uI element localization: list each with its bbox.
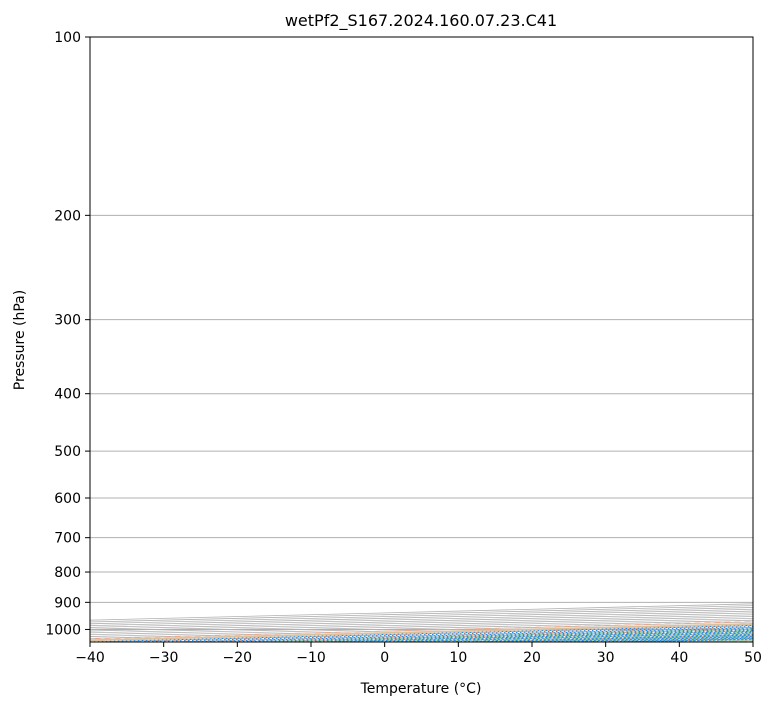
mixing-ratio-line [326, 630, 753, 642]
isotherm-line [90, 610, 753, 628]
x-tick-label: 10 [449, 650, 467, 666]
x-tick-label: −10 [296, 650, 326, 666]
x-tick-label: 50 [744, 650, 762, 666]
isotherm-line [531, 636, 753, 642]
isotherm-line [163, 627, 753, 642]
chart-title: wetPf2_S167.2024.160.07.23.C41 [285, 11, 557, 31]
isotherm-line [310, 630, 753, 642]
x-axis-label: Temperature (°C) [360, 681, 482, 697]
isotherm-line [90, 612, 753, 630]
y-tick-label: 100 [54, 30, 81, 46]
dry-adiabat-line [487, 634, 753, 642]
dry-adiabat-line [263, 628, 753, 642]
reference-curve [90, 622, 753, 641]
moist-adiabat-line [355, 631, 753, 642]
x-tick-label: 0 [380, 650, 389, 666]
isotherm-line [384, 632, 753, 642]
reference-curve [90, 623, 753, 642]
isotherm-line [605, 637, 753, 642]
x-tick-label: −40 [75, 650, 105, 666]
moist-adiabat-line [561, 636, 753, 642]
dry-adiabat-line [636, 638, 753, 642]
x-tick-label: −30 [149, 650, 179, 666]
x-tick-label: 30 [597, 650, 615, 666]
y-tick-label: 600 [54, 491, 81, 507]
y-tick-label: 200 [54, 208, 81, 224]
y-tick-label: 700 [54, 531, 81, 547]
moist-adiabat-line [266, 628, 753, 642]
y-tick-label: 300 [54, 313, 81, 329]
moist-adiabat-line [590, 637, 753, 642]
dry-adiabat-line [90, 621, 753, 640]
moist-adiabat-line [531, 635, 753, 642]
dry-adiabat-line [90, 623, 753, 642]
moist-adiabat-line [325, 630, 753, 642]
isotherm-line [458, 634, 753, 642]
x-axis: −40 −30 −20 −10 0 10 20 30 40 50 [75, 642, 762, 666]
dry-adiabat-line [188, 626, 753, 642]
moist-adiabat-line [443, 633, 753, 642]
y-axis: 100 200 300 400 500 600 700 800 900 1000 [45, 30, 90, 638]
moist-adiabat-line [414, 632, 753, 642]
moist-adiabat-line [649, 638, 753, 642]
dry-adiabat-line [412, 632, 753, 642]
isotherm-line [90, 617, 753, 636]
isotherm-line [90, 607, 753, 625]
y-tick-label: 500 [54, 444, 81, 460]
moist-adiabat-line [473, 634, 753, 642]
isotherm-line [90, 605, 753, 623]
moist-adiabat-line [384, 632, 753, 642]
y-axis-label: Pressure (hPa) [12, 290, 28, 390]
isotherm-line [90, 625, 753, 642]
dry-adiabat-line [338, 630, 753, 642]
isotherm-line [90, 619, 753, 637]
isotherm-line [90, 608, 753, 627]
dry-adiabat-line [711, 640, 753, 642]
isotherm-line [90, 616, 753, 634]
isotherm-line [90, 623, 753, 641]
dry-adiabat-line [114, 624, 753, 642]
y-tick-label: 800 [54, 565, 81, 581]
x-tick-label: −20 [223, 650, 253, 666]
isotherm-line [752, 641, 753, 642]
y-tick-label: 400 [54, 387, 81, 403]
moist-adiabat-line [708, 640, 753, 642]
x-tick-label: 20 [523, 650, 541, 666]
moist-adiabat-line [237, 628, 753, 642]
x-tick-label: 40 [670, 650, 688, 666]
isotherm-line [90, 614, 753, 632]
isotherm-line [237, 628, 753, 642]
moist-adiabat-line [296, 629, 753, 642]
moist-adiabat-line [679, 639, 753, 642]
plot-frame [89, 36, 754, 643]
moist-adiabat-line [502, 635, 753, 642]
y-tick-label: 900 [54, 595, 81, 611]
isotherm-line [679, 639, 753, 642]
dry-adiabat-line [562, 636, 753, 642]
y-tick-label: 1000 [45, 622, 81, 638]
moist-adiabat-line [620, 638, 753, 642]
chart-background-lines [90, 37, 753, 642]
isotherm-line [90, 621, 753, 639]
isotherm-line [90, 603, 753, 621]
mixing-ratio-line [185, 627, 753, 642]
